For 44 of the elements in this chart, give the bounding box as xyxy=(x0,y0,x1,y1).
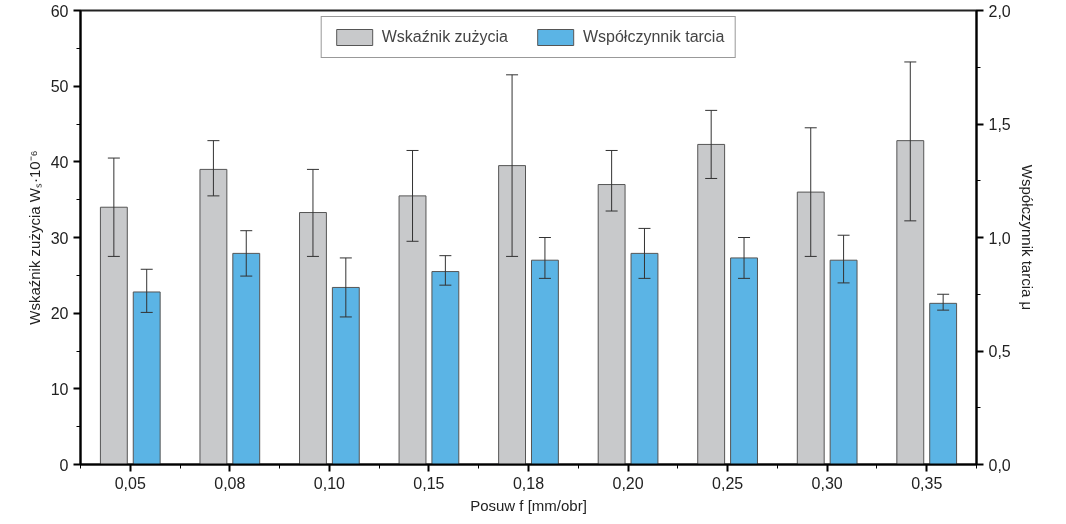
bar xyxy=(99,206,128,465)
x-tick-label: 0,18 xyxy=(512,474,545,492)
x-tick-label: 0,20 xyxy=(612,474,644,492)
bar xyxy=(896,140,925,465)
y2-axis-title: Współczynnik tarcia μ xyxy=(1018,164,1036,311)
bar xyxy=(299,212,327,465)
y-tick-label: 60 xyxy=(50,2,69,20)
bar xyxy=(597,184,626,465)
bar xyxy=(829,259,858,465)
x-axis-title: Posuw f [mm/obr] xyxy=(470,496,587,514)
x-tick-label: 0,08 xyxy=(214,474,246,492)
bar xyxy=(697,143,726,465)
bar xyxy=(630,252,659,465)
bar xyxy=(431,271,460,465)
legend-label: Współczynnik tarcia xyxy=(582,28,725,46)
bar xyxy=(331,286,360,465)
bar xyxy=(398,195,427,465)
x-tick-label: 0,05 xyxy=(114,474,146,492)
y2-tick-label: 1,5 xyxy=(988,116,1011,133)
x-tick-label: 0,15 xyxy=(413,474,445,492)
y-tick-label: 40 xyxy=(50,153,69,171)
y-axis-title: Wskaźnik zużycia Wₛ·10⁻⁶ xyxy=(25,150,43,325)
bar xyxy=(796,191,825,465)
y-tick-label: 30 xyxy=(50,229,69,247)
legend-label: Wskaźnik zużycia xyxy=(381,28,508,46)
bar xyxy=(730,257,758,465)
y-tick-label: 50 xyxy=(50,78,69,96)
bar xyxy=(232,252,261,465)
x-tick-label: 0,25 xyxy=(712,474,744,492)
y-tick-label: 10 xyxy=(50,380,69,398)
y2-tick-label: 2,0 xyxy=(988,2,1011,20)
bar xyxy=(929,302,958,465)
bar xyxy=(498,165,527,465)
y-tick-label: 20 xyxy=(50,305,69,323)
y2-tick-label: 0,5 xyxy=(988,343,1011,360)
bar xyxy=(530,259,559,465)
y2-tick-label: 0,0 xyxy=(988,456,1011,474)
bar xyxy=(132,291,161,465)
bar xyxy=(199,168,228,465)
x-tick-label: 0,30 xyxy=(811,474,843,492)
y-tick-label: 0 xyxy=(59,456,69,474)
x-tick-label: 0,10 xyxy=(313,474,346,492)
x-tick-label: 0,35 xyxy=(911,474,943,492)
y2-tick-label: 1,0 xyxy=(988,229,1011,247)
